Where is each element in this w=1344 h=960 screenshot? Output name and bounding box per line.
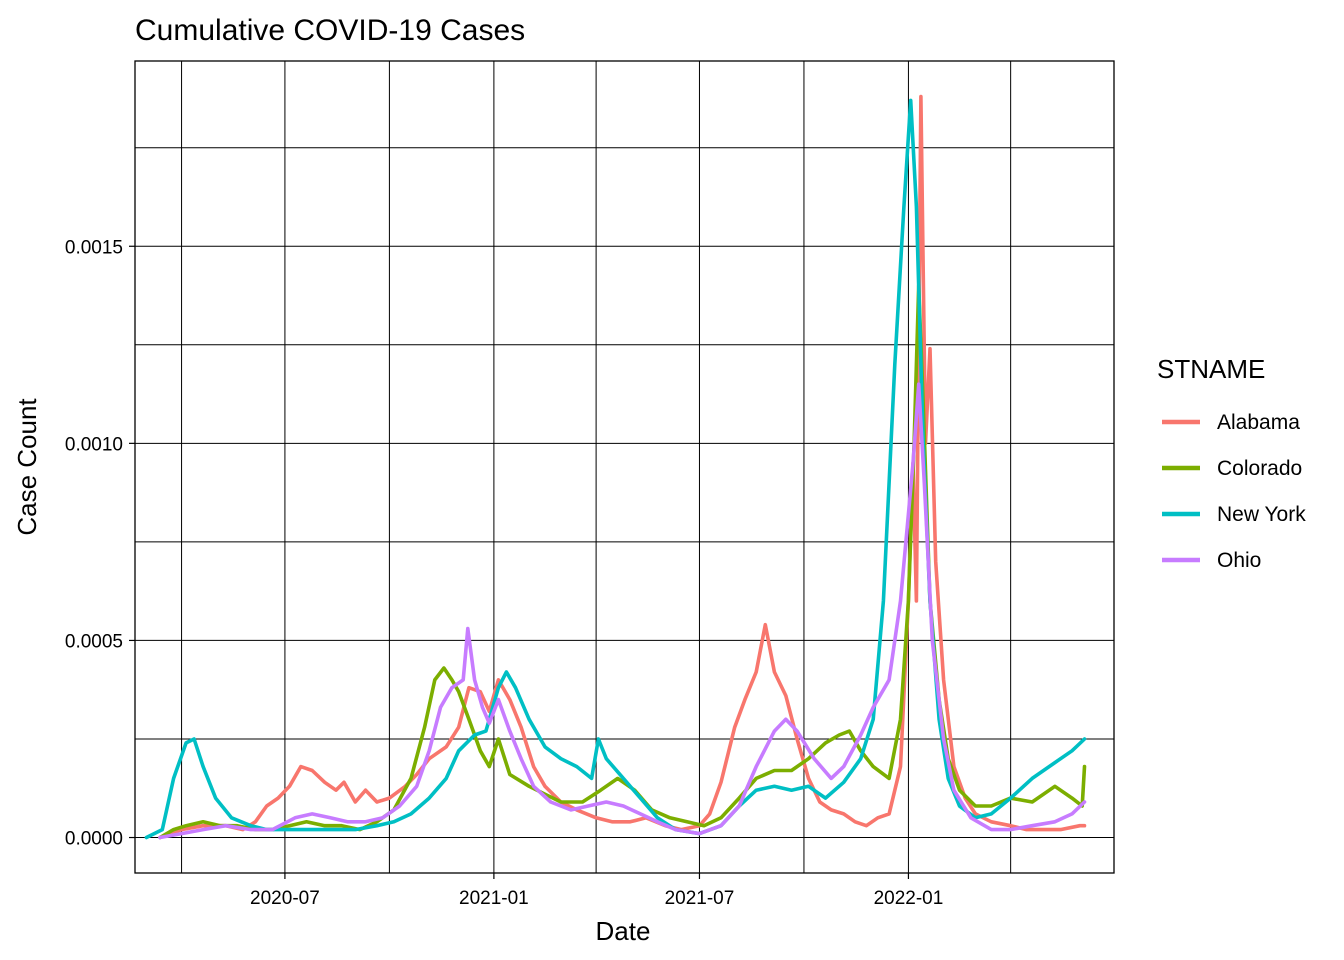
x-tick-label: 2022-01 <box>874 888 944 909</box>
legend: STNAME Alabama Colorado New York Ohio <box>1157 354 1306 572</box>
series-layer <box>144 94 1087 840</box>
legend-label-ohio: Ohio <box>1217 549 1261 572</box>
y-tick-label: 0.0000 <box>65 829 123 850</box>
y-tick-label: 0.0005 <box>65 631 123 652</box>
grid <box>135 61 1114 873</box>
x-tick-label: 2021-01 <box>459 888 529 909</box>
y-axis-ticks: 0.0000 0.0005 0.0010 0.0015 <box>65 237 135 850</box>
plot-border <box>134 60 1115 874</box>
y-tick-label: 0.0015 <box>65 237 123 258</box>
x-tick-label: 2021-07 <box>665 888 735 909</box>
series-line-ohio <box>158 382 1087 840</box>
y-axis-title: Case Count <box>12 398 42 536</box>
x-tick-label: 2020-07 <box>250 888 320 909</box>
legend-title: STNAME <box>1157 354 1265 384</box>
legend-label-new-york: New York <box>1217 503 1306 526</box>
legend-label-alabama: Alabama <box>1217 411 1300 434</box>
x-axis-title: Date <box>596 916 651 946</box>
x-axis-ticks: 2020-07 2021-01 2021-07 2022-01 <box>250 873 943 909</box>
chart-title: Cumulative COVID-19 Cases <box>135 14 525 47</box>
legend-label-colorado: Colorado <box>1217 457 1302 480</box>
y-tick-label: 0.0010 <box>65 434 123 455</box>
series-line-alabama <box>158 94 1087 840</box>
